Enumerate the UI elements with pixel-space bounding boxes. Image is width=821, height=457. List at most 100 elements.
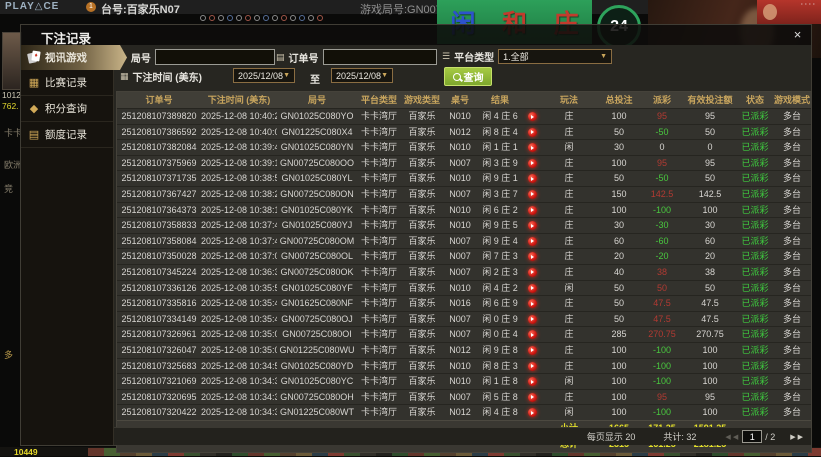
column-header: 有效投注额 [687, 95, 733, 105]
replay-icon[interactable] [527, 252, 537, 262]
sidebar-item-video-games[interactable]: 视讯游戏 [21, 45, 127, 70]
roadmap-dot [272, 15, 278, 21]
table-row[interactable]: 251208107325683 2025-12-08 10:34:59 GN0102… [117, 357, 811, 374]
date-to-select[interactable]: 2025/12/08 ▼ [331, 68, 393, 83]
cell-result: 闲 3 庄 9 [482, 157, 518, 168]
replay-icon[interactable] [527, 299, 537, 309]
cell-table: N007 [449, 251, 471, 262]
table-row[interactable]: 251208107358084 2025-12-08 10:37:42 GN0072… [117, 232, 811, 249]
table-row[interactable]: 251208107371735 2025-12-08 10:38:52 GN0102… [117, 170, 811, 186]
cell-status: 已派彩 [741, 204, 769, 215]
cell-play: 庄 [564, 391, 574, 402]
table-row[interactable]: 251208107336126 2025-12-08 10:35:51 GN0102… [117, 279, 811, 296]
table-row[interactable]: 251208107382084 2025-12-08 10:39:46 GN0102… [117, 139, 811, 155]
cell-platform: 卡卡湾厅 [360, 235, 397, 246]
cell-round: GN01025C080YJ [281, 220, 353, 231]
replay-icon[interactable] [527, 205, 537, 215]
cell-replay [523, 343, 541, 358]
replay-icon[interactable] [527, 330, 537, 340]
table-row[interactable]: 251208107364373 2025-12-08 10:38:12 GN0102… [117, 201, 811, 218]
calendar-icon: ▦ [120, 71, 129, 81]
table-row[interactable]: 251208107375969 2025-12-08 10:39:15 GN0072… [117, 154, 811, 171]
cell-order: 251208107326047 [121, 344, 197, 355]
roadmap-dot [290, 15, 296, 21]
cell-round: GN01625C080NF [280, 298, 354, 309]
table-row[interactable]: 251208107326961 2025-12-08 10:35:05 GN0072… [117, 326, 811, 342]
cell-order: 251208107326961 [121, 329, 197, 340]
next-page-icon[interactable]: ▶ [790, 433, 796, 441]
replay-icon[interactable] [527, 314, 537, 324]
table-body: 251208107389820 2025-12-08 10:40:26 GN0102… [117, 108, 811, 420]
table-row[interactable]: 251208107350028 2025-12-08 10:37:03 GN0072… [117, 248, 811, 264]
cell-mode: 多台 [782, 142, 801, 153]
replay-icon[interactable] [527, 189, 537, 199]
replay-icon[interactable] [527, 361, 537, 371]
cell-platform: 卡卡湾厅 [360, 251, 397, 262]
cell-order: 251208107320422 [121, 407, 197, 418]
sidebar-item-match-records[interactable]: ▦ 比赛记录 [21, 70, 113, 96]
replay-icon[interactable] [527, 112, 537, 121]
replay-icon[interactable] [527, 267, 537, 277]
cell-valid: 47.5 [701, 313, 719, 324]
replay-icon[interactable] [527, 127, 537, 137]
replay-icon[interactable] [527, 221, 537, 231]
table-row[interactable]: 251208107367427 2025-12-08 10:38:25 GN0072… [117, 185, 811, 202]
cell-payout: 47.5 [653, 313, 671, 324]
table-row[interactable]: 251208107386592 2025-12-08 10:40:09 GN0122… [117, 123, 811, 140]
replay-icon[interactable] [527, 283, 537, 293]
cell-bet: 30 [613, 142, 624, 153]
list-icon: ☰ [442, 51, 451, 61]
replay-icon[interactable] [527, 158, 537, 168]
cell-bet: 30 [613, 220, 624, 231]
prev-page-icon[interactable]: ◀ [732, 433, 739, 441]
replay-icon[interactable] [527, 143, 537, 153]
per-page-label: 每页显示 20 [586, 432, 636, 442]
cell-game: 百家乐 [408, 344, 436, 355]
cell-time: 2025-12-08 10:34:32 [201, 391, 277, 402]
cell-time: 2025-12-08 10:35:40 [201, 313, 277, 324]
replay-icon[interactable] [527, 174, 537, 184]
cell-replay [523, 125, 541, 140]
cell-platform: 卡卡湾厅 [360, 204, 397, 215]
roadmap-dot [236, 15, 242, 21]
cell-play: 庄 [564, 266, 574, 277]
table-row[interactable]: 251208107358833 2025-12-08 10:37:45 GN0102… [117, 217, 811, 233]
date-from-select[interactable]: 2025/12/08 ▼ [233, 68, 295, 83]
platform-select[interactable]: 1.全部 ▼ [498, 49, 613, 64]
sidebar-item-label: 比赛记录 [45, 77, 87, 89]
cell-status: 已派彩 [741, 173, 769, 184]
order-filter-label: 订单号 [288, 53, 319, 65]
table-row[interactable]: 251208107334149 2025-12-08 10:35:40 GN0072… [117, 310, 811, 327]
first-page-icon[interactable]: ◀ [725, 433, 731, 441]
query-button[interactable]: 查询 [444, 67, 492, 86]
cell-status: 已派彩 [741, 157, 769, 168]
cell-bet: 100 [611, 111, 627, 121]
cell-payout: 95 [656, 157, 667, 168]
cards-icon [28, 51, 40, 64]
page-number-input[interactable] [742, 430, 763, 443]
sidebar-item-label: 积分查询 [45, 103, 87, 115]
replay-icon[interactable] [527, 236, 537, 246]
replay-icon[interactable] [527, 392, 537, 402]
table-row[interactable]: 251208107345224 2025-12-08 10:36:38 GN0072… [117, 263, 811, 280]
last-page-icon[interactable]: ▶ [797, 433, 803, 441]
cell-valid: 100 [702, 407, 718, 418]
roadmap-dot [308, 15, 314, 21]
query-button-label: 查询 [463, 73, 484, 84]
table-row[interactable]: 251208107335816 2025-12-08 10:35:49 GN0162… [117, 295, 811, 311]
sidebar-item-points-query[interactable]: ◆ 积分查询 [21, 96, 113, 122]
table-row[interactable]: 251208107320422 2025-12-08 10:34:30 GN0122… [117, 404, 811, 420]
replay-icon[interactable] [527, 408, 537, 418]
table-row[interactable]: 251208107389820 2025-12-08 10:40:26 GN0102… [117, 108, 811, 124]
table-row[interactable]: 251208107320695 2025-12-08 10:34:32 GN0072… [117, 388, 811, 405]
close-icon[interactable]: × [793, 27, 802, 42]
table-row[interactable]: 251208107321069 2025-12-08 10:34:35 GN0102… [117, 373, 811, 389]
round-input[interactable] [154, 49, 275, 65]
cell-platform: 卡卡湾厅 [360, 329, 397, 340]
sidebar-item-quota-records[interactable]: ▤ 额度记录 [21, 122, 113, 148]
replay-icon[interactable] [527, 377, 537, 387]
order-input[interactable] [322, 49, 437, 65]
replay-icon[interactable] [527, 345, 537, 355]
table-row[interactable]: 251208107326047 2025-12-08 10:35:00 GN0122… [117, 341, 811, 358]
cell-status: 已派彩 [741, 282, 769, 293]
